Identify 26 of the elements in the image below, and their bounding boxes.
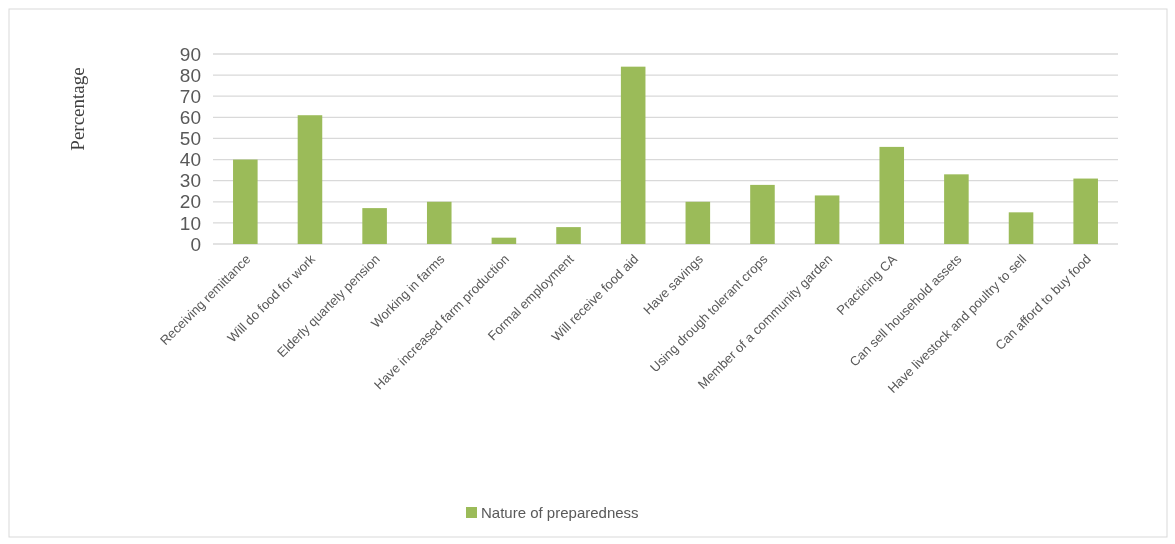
bar bbox=[491, 237, 517, 244]
y-axis-title: Percentage bbox=[67, 67, 88, 151]
bar bbox=[556, 227, 581, 244]
bar bbox=[1073, 178, 1098, 244]
y-tick-label: 50 bbox=[179, 128, 201, 150]
y-tick-label: 70 bbox=[179, 85, 201, 107]
bar bbox=[814, 195, 840, 244]
y-tick-label: 80 bbox=[179, 64, 201, 86]
bar bbox=[1008, 212, 1034, 244]
y-tick-label: 10 bbox=[179, 212, 201, 234]
legend-label: Nature of preparedness bbox=[481, 504, 639, 522]
bar bbox=[685, 201, 711, 244]
y-tick-label: 30 bbox=[179, 170, 201, 192]
bar bbox=[426, 201, 452, 244]
y-tick-label: 0 bbox=[190, 233, 201, 255]
y-tick-label: 90 bbox=[179, 43, 201, 65]
bar bbox=[879, 146, 905, 244]
bar bbox=[233, 159, 258, 244]
y-tick-label: 60 bbox=[179, 106, 201, 128]
bar bbox=[362, 208, 387, 244]
y-tick-label: 40 bbox=[179, 149, 201, 171]
bar bbox=[297, 115, 323, 244]
bar bbox=[750, 184, 775, 244]
y-tick-label: 20 bbox=[179, 191, 201, 213]
bar bbox=[944, 174, 969, 244]
bar bbox=[620, 66, 646, 244]
